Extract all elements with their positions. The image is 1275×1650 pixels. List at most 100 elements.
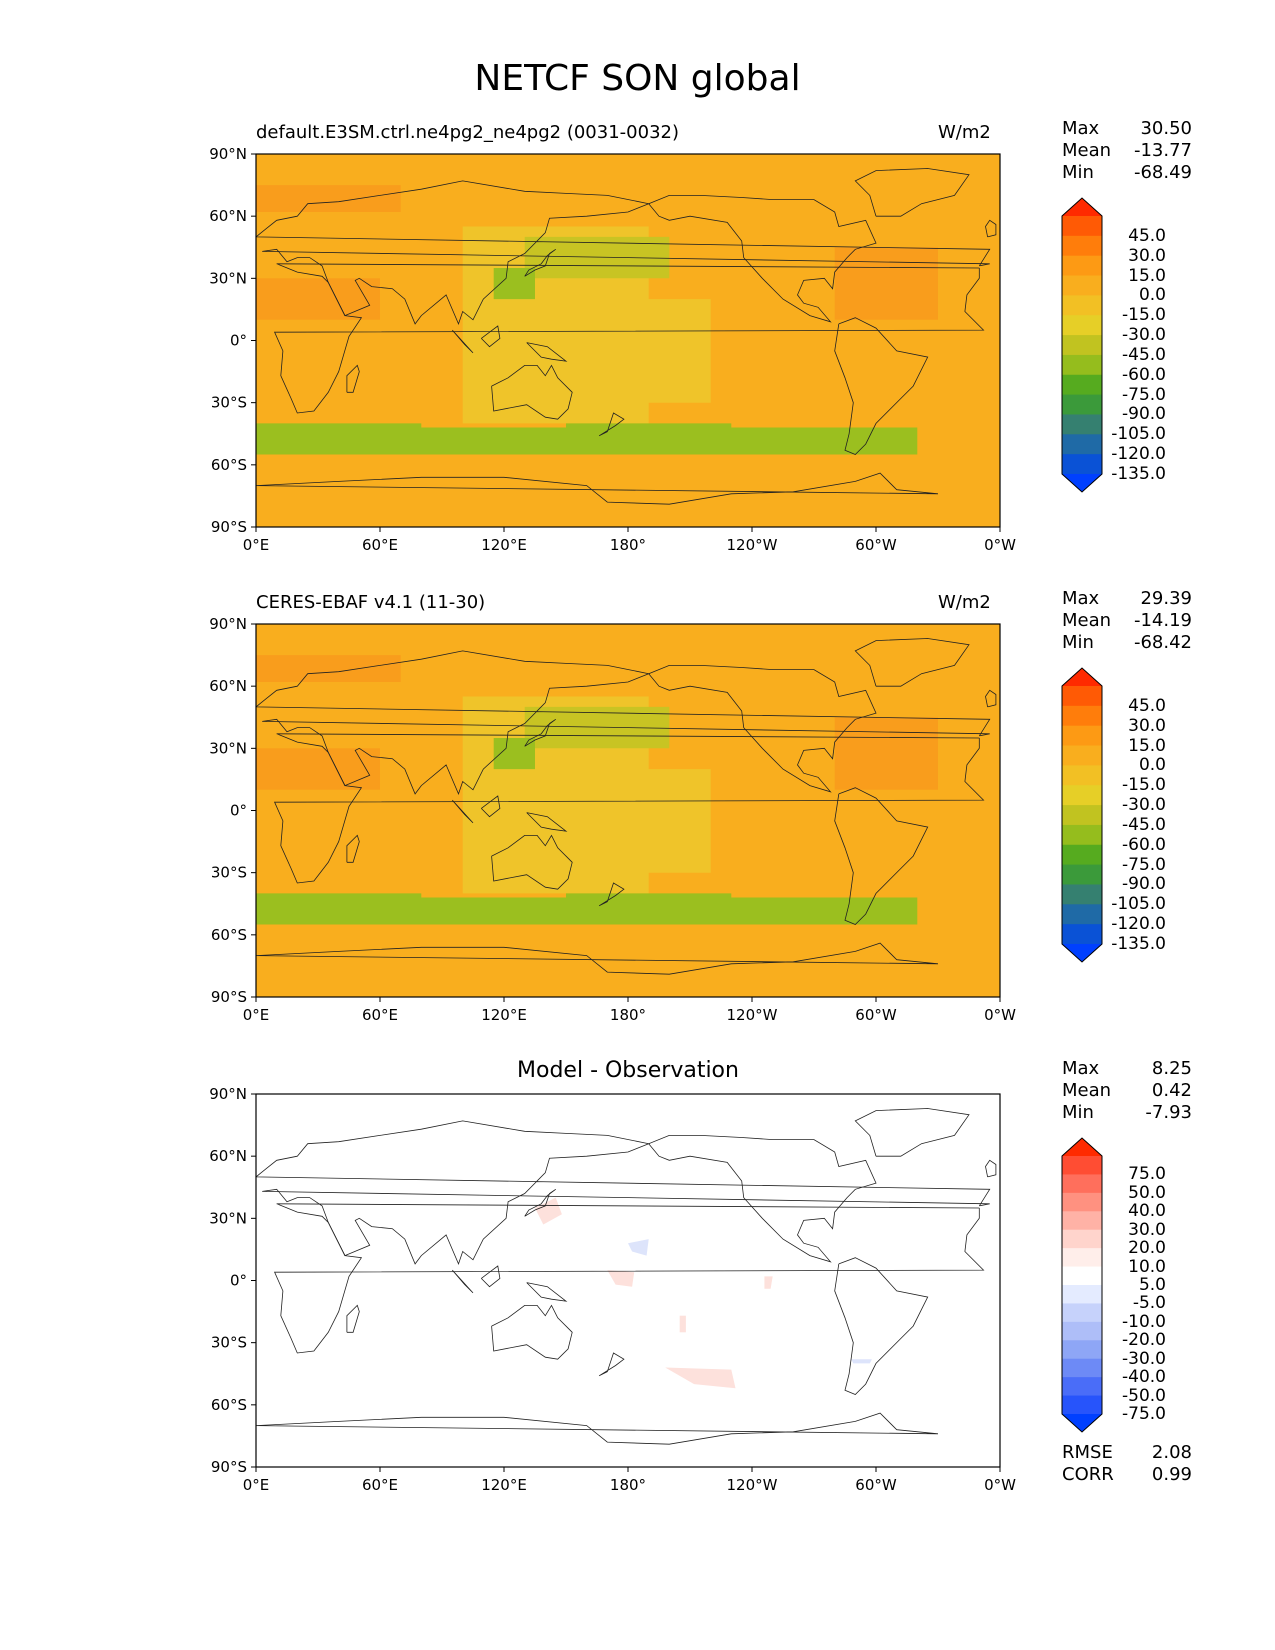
coastline <box>451 329 474 354</box>
x-tick-label: 60°E <box>362 1006 398 1024</box>
stat-value: -7.93 <box>1145 1102 1192 1123</box>
x-tick-label: 180° <box>610 1006 646 1024</box>
units-label: W/m2 <box>938 592 991 613</box>
colorbar-extend-max <box>1062 198 1102 216</box>
coastline <box>481 1265 501 1288</box>
stats-box: Max 30.50 Mean -13.77 Min -68.49 <box>1062 118 1192 184</box>
colorbar-segment <box>1062 785 1102 806</box>
stat-label: Mean <box>1062 1080 1112 1101</box>
coastline <box>256 180 991 326</box>
y-tick-label: 90°S <box>211 988 247 1006</box>
colorbar-segment <box>1062 725 1102 747</box>
colorbar-segment <box>1062 924 1102 945</box>
colorbar-segment <box>1062 1377 1102 1397</box>
coastline <box>256 942 939 975</box>
colorbar-extend-min <box>1062 1414 1102 1432</box>
x-tick-label: 0°E <box>243 1006 270 1024</box>
stat-label: Max <box>1062 1058 1100 1079</box>
coastline <box>985 689 997 708</box>
colorbar-segment <box>1062 1192 1102 1212</box>
map-axes: 0°E 60°E 120°E 180° 120°W 60°W 0°W 90°N 60°N 30°N… <box>209 615 1016 1024</box>
colorbar-tick-label: 30.0 <box>1128 715 1166 736</box>
colorbar-tick-label: 0.0 <box>1138 285 1166 306</box>
stat-label: Min <box>1062 632 1094 653</box>
field-patch <box>679 1315 686 1333</box>
x-tick-label: 120°W <box>727 1006 778 1024</box>
colorbar <box>1061 197 1103 493</box>
coastline <box>834 1257 929 1395</box>
y-tick-label: 30°S <box>211 864 247 882</box>
colorbar-segment <box>1062 844 1102 866</box>
colorbar <box>1061 1137 1103 1433</box>
stat-label: Mean <box>1062 610 1112 631</box>
x-tick-label: 60°E <box>362 536 398 554</box>
colorbar-tick-label: -135.0 <box>1111 464 1166 484</box>
x-tick-label: 60°W <box>855 1476 897 1494</box>
stat-value: 2.08 <box>1151 1442 1192 1463</box>
map-field <box>256 1094 1000 1467</box>
coastline <box>346 834 360 863</box>
coastline <box>273 263 985 414</box>
colorbar-tick-label: -60.0 <box>1122 834 1166 855</box>
y-tick-label: 30°S <box>211 394 247 412</box>
colorbar-tick-label: -135.0 <box>1111 934 1166 954</box>
x-tick-label: 180° <box>610 536 646 554</box>
coastline <box>346 1304 360 1333</box>
stat-value: 8.25 <box>1151 1058 1192 1079</box>
field-patch <box>834 717 938 790</box>
colorbar-segment <box>1062 1303 1102 1323</box>
map-field <box>256 624 1000 997</box>
colorbar-tick-label: -120.0 <box>1111 444 1166 465</box>
stat-value: -13.77 <box>1133 140 1192 161</box>
colorbar-tick-label: -75.0 <box>1122 1404 1166 1424</box>
colorbar-tick-label: 45.0 <box>1128 695 1166 716</box>
coastline <box>481 795 501 818</box>
y-tick-label: 0° <box>230 332 247 350</box>
colorbar-tick-label: -45.0 <box>1122 344 1166 365</box>
field-patch <box>256 278 380 320</box>
coastline <box>854 638 970 687</box>
y-tick-label: 30°N <box>209 1209 247 1227</box>
coastline <box>526 812 568 832</box>
x-tick-label: 120°W <box>727 1476 778 1494</box>
field-patch <box>256 897 918 925</box>
x-tick-label: 60°W <box>855 536 897 554</box>
colorbar-segment <box>1062 1358 1102 1378</box>
colorbar-tick-label: -90.0 <box>1122 404 1166 425</box>
colorbar-segment <box>1062 686 1102 707</box>
colorbar-segment <box>1062 904 1102 925</box>
colorbar <box>1061 667 1103 963</box>
colorbar-tick-label: -15.0 <box>1122 775 1166 796</box>
colorbar-segment <box>1062 745 1102 766</box>
colorbar-tick-label: -20.0 <box>1122 1330 1166 1351</box>
y-tick-label: 60°N <box>209 207 247 225</box>
colorbar-segment <box>1062 414 1102 435</box>
field-patch <box>665 1367 736 1389</box>
colorbar-segment <box>1062 1285 1102 1304</box>
y-tick-label: 30°N <box>209 269 247 287</box>
colorbar-tick-label: 0.0 <box>1138 755 1166 776</box>
coastline <box>451 799 474 824</box>
colorbar-tick-label: -50.0 <box>1122 1385 1166 1406</box>
y-tick-label: 90°S <box>211 518 247 536</box>
coastline <box>451 1269 474 1294</box>
field-patch <box>524 706 670 749</box>
colorbar-segment <box>1062 1340 1102 1360</box>
stat-label: RMSE <box>1062 1442 1113 1463</box>
colorbar-tick-label: -40.0 <box>1122 1367 1166 1388</box>
coastline <box>854 1108 970 1157</box>
colorbar-segment <box>1062 235 1102 257</box>
colorbar-extend-min <box>1062 474 1102 492</box>
stat-label: Mean <box>1062 140 1112 161</box>
stat-value: -68.42 <box>1133 632 1192 653</box>
colorbar-segment <box>1062 884 1102 905</box>
field-patch <box>764 1276 773 1289</box>
coastline <box>854 168 970 217</box>
colorbar-tick-label: -5.0 <box>1132 1293 1166 1314</box>
panel-title: default.E3SM.ctrl.ne4pg2_ne4pg2 (0031-00… <box>256 122 679 143</box>
colorbar-tick-label: 5.0 <box>1138 1275 1166 1295</box>
coastline <box>985 219 997 238</box>
colorbar-outline <box>1061 667 1103 963</box>
colorbar-segment <box>1062 1321 1102 1341</box>
colorbar-segment <box>1062 705 1102 727</box>
